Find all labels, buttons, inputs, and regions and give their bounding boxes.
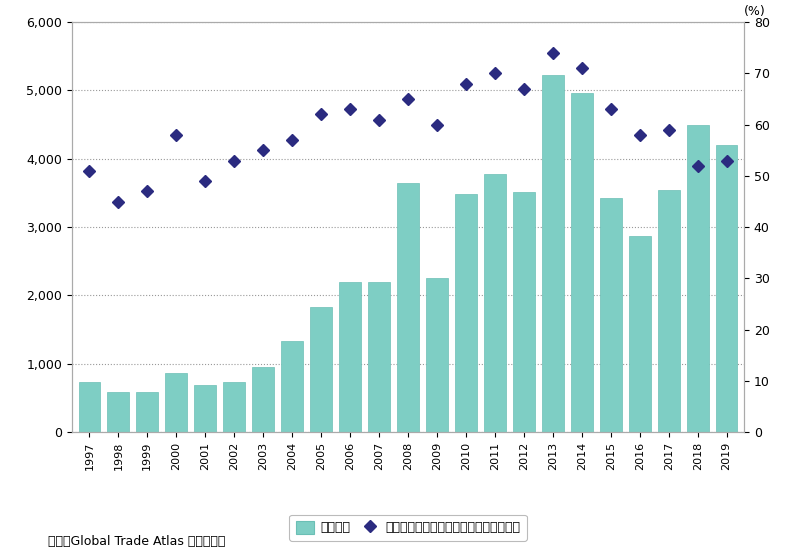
Bar [542, 75, 564, 432]
Bar [194, 385, 216, 432]
Bar [166, 373, 187, 432]
Bar [252, 367, 274, 432]
Bar [600, 198, 622, 432]
Legend: 輸出総額, 輸出に占める鉱物性燃料の割合（右軸）: 輸出総額, 輸出に占める鉱物性燃料の割合（右軸） [290, 515, 526, 541]
Bar [513, 192, 534, 432]
Bar [339, 282, 361, 432]
Bar [571, 93, 593, 432]
Text: 資料：Global Trade Atlas より作成。: 資料：Global Trade Atlas より作成。 [48, 536, 226, 548]
Bar [629, 236, 650, 432]
Bar [397, 183, 419, 432]
Bar [310, 307, 332, 432]
Bar [137, 392, 158, 432]
Bar [78, 382, 100, 432]
Bar [686, 125, 709, 432]
Bar [223, 382, 245, 432]
Bar [455, 194, 477, 432]
Bar [368, 282, 390, 432]
Bar [484, 174, 506, 432]
Bar [282, 341, 303, 432]
Bar [716, 145, 738, 432]
Bar [107, 392, 130, 432]
Bar [658, 190, 679, 432]
Text: (%): (%) [744, 5, 766, 18]
Bar [426, 278, 448, 432]
